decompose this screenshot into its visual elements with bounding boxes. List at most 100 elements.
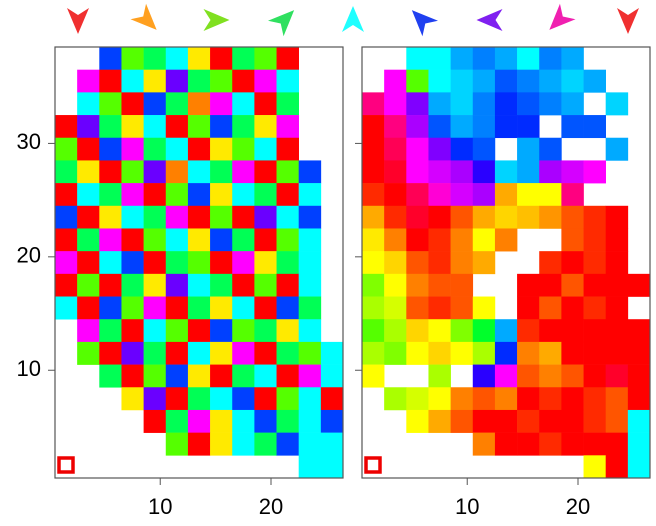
heatmap-cell (210, 115, 233, 139)
origin-marker (57, 456, 75, 474)
heatmap-cell (450, 228, 474, 252)
direction-arrow (342, 6, 364, 32)
heatmap-cell (583, 115, 606, 139)
y-tick-label: 20 (17, 243, 41, 268)
heatmap-cell (298, 341, 322, 365)
heatmap-cell (210, 341, 233, 365)
heatmap-cell (362, 205, 385, 229)
heatmap-cell (165, 273, 189, 297)
heatmap-cell (627, 319, 651, 343)
heatmap-cell (298, 251, 322, 275)
heatmap-cell (77, 251, 100, 275)
heatmap-cell (298, 205, 322, 229)
heatmap-cell (55, 296, 78, 320)
heatmap-cell (276, 115, 299, 139)
heatmap-cell (517, 296, 540, 320)
heatmap-cell (583, 228, 606, 252)
direction-arrow (549, 3, 576, 30)
heatmap-cell (320, 455, 344, 479)
heatmap-cell (210, 183, 233, 207)
heatmap-cell (276, 251, 299, 275)
heatmap-cell (450, 273, 474, 297)
heatmap-cell (406, 205, 429, 229)
heatmap-cell (406, 296, 429, 320)
heatmap-cell (428, 296, 451, 320)
heatmap-cell (362, 92, 385, 116)
heatmap-cell (55, 228, 78, 252)
heatmap-cell (210, 137, 233, 161)
heatmap-cell (539, 251, 562, 275)
heatmap-cell (210, 47, 233, 70)
heatmap-cell (472, 341, 496, 365)
y-tick-label: 10 (17, 356, 41, 381)
heatmap-cell (406, 319, 429, 343)
heatmap-cell (298, 387, 322, 411)
heatmap-cell (561, 319, 584, 343)
heatmap-cell (99, 160, 122, 184)
heatmap-cell (210, 273, 233, 297)
heatmap-cell (428, 319, 451, 343)
heatmap-cell (187, 251, 211, 275)
heatmap-cell (77, 92, 100, 116)
heatmap-cell (561, 273, 584, 297)
heatmap-cell (187, 115, 211, 139)
heatmap-cell (298, 183, 322, 207)
heatmap-cell (121, 341, 144, 365)
heatmap-cell (605, 296, 629, 320)
heatmap-cell (276, 47, 299, 70)
heatmap-cell (406, 387, 429, 411)
heatmap-cell (77, 319, 100, 343)
heatmap-cell (276, 92, 299, 116)
heatmap-cell (384, 341, 407, 365)
heatmap-cell (276, 183, 299, 207)
heatmap-cell (561, 47, 584, 70)
heatmap-cell (583, 432, 606, 456)
heatmap-cell (254, 205, 277, 229)
heatmap-cell (55, 251, 78, 275)
heatmap-cell (77, 228, 100, 252)
heatmap-cell (539, 69, 562, 93)
heatmap-cell (494, 409, 518, 433)
direction-arrow (411, 10, 439, 37)
heatmap-cell (77, 160, 100, 184)
heatmap-cell (517, 160, 540, 184)
heatmap-cell (143, 341, 167, 365)
heatmap-cell (298, 273, 322, 297)
heatmap-cell (517, 432, 540, 456)
heatmap-cell (384, 296, 407, 320)
heatmap-cell (517, 409, 540, 433)
heatmap-cell (187, 387, 211, 411)
heatmap-cell (99, 115, 122, 139)
heatmap-cell (298, 319, 322, 343)
heatmap-cell (406, 273, 429, 297)
heatmap-cell (539, 409, 562, 433)
heatmap-cell (165, 69, 189, 93)
heatmap-cell (605, 228, 629, 252)
heatmap-cell (55, 115, 78, 139)
heatmap-cell (561, 251, 584, 275)
heatmap-cell (210, 92, 233, 116)
heatmap-cell (539, 273, 562, 297)
heatmap-cell (494, 319, 518, 343)
heatmap-cell (55, 205, 78, 229)
heatmap-cell (210, 160, 233, 184)
heatmap-cell (210, 387, 233, 411)
y-tick-label: 30 (17, 129, 41, 154)
x-tick-label: 20 (566, 494, 590, 519)
heatmap-cell (539, 205, 562, 229)
heatmap-cell (276, 160, 299, 184)
heatmap-cell (494, 205, 518, 229)
heatmap-cell (406, 183, 429, 207)
heatmap-cell (428, 160, 451, 184)
heatmap-cell (450, 319, 474, 343)
heatmap-cell (472, 228, 496, 252)
heatmap-cell (561, 183, 584, 207)
heatmap-cell (428, 205, 451, 229)
heatmap-cell (428, 47, 451, 70)
heatmap-cell (99, 228, 122, 252)
heatmap-cell (583, 69, 606, 93)
heatmap-cell (276, 341, 299, 365)
heatmap-cell (121, 115, 144, 139)
heatmap-cell (165, 341, 189, 365)
heatmap-cell (232, 387, 255, 411)
